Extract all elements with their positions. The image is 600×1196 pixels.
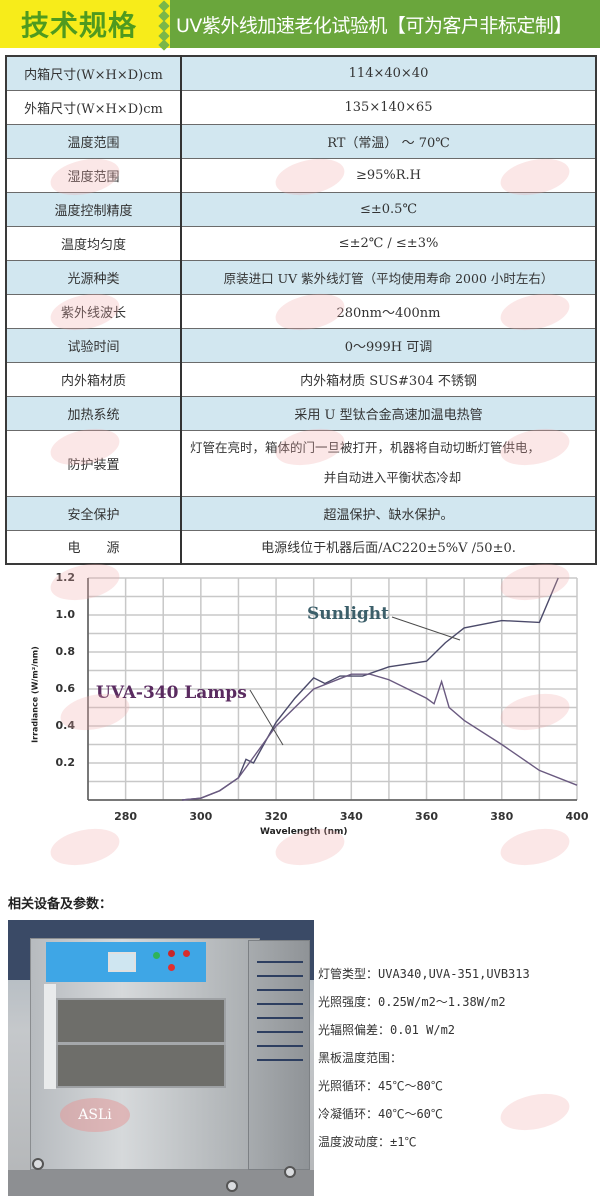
table-row: 外箱尺寸(W×H×D)cm 135×140×65 (5, 89, 597, 125)
table-row: 光源种类 原装进口 UV 紫外线灯管（平均使用寿命 2000 小时左右） (5, 259, 597, 295)
chamber-door-handle (44, 984, 56, 1089)
y-tick-label: 1.0 (55, 608, 76, 621)
x-tick-label: 380 (490, 810, 514, 823)
table-row: 湿度范围 ≥95%R.H (5, 157, 597, 193)
table-row: 安全保护 超温保护、缺水保护。 (5, 495, 597, 531)
x-tick-label: 280 (114, 810, 138, 823)
photo-floor (8, 1170, 314, 1196)
y-tick-label: 1.2 (55, 571, 76, 584)
banner-title-left: 技术规格 (0, 0, 158, 48)
red-button-icon (183, 950, 190, 957)
spec-value: 采用 U 型钛合金高速加温电热管 (180, 395, 597, 431)
header-banner: 技术规格 UV紫外线加速老化试验机【可为客户非标定制】 (0, 0, 600, 51)
chart-grid (87, 577, 578, 801)
spec-value: 电源线位于机器后面/AC220±5%V /50±0. (180, 529, 597, 565)
related-params: 灯管类型：UVA340,UVA-351,UVB313 光照强度：0.25W/m2… (318, 960, 530, 1156)
y-tick-label: 0.2 (55, 756, 76, 769)
x-tick-label: 340 (339, 810, 363, 823)
spec-key: 电 源 (5, 529, 182, 565)
spec-key: 外箱尺寸(W×H×D)cm (5, 89, 182, 125)
table-row: 温度范围 RT（常温） ～ 70℃ (5, 123, 597, 159)
spec-value-line2: 并自动进入平衡状态冷却 (323, 470, 462, 485)
table-row: 温度均匀度 ≤±2℃ / ≤±3% (5, 225, 597, 261)
legend-leader-lines (249, 616, 461, 746)
spec-key: 内外箱材质 (5, 361, 182, 397)
wheel-icon (284, 1166, 296, 1178)
spec-value: 原装进口 UV 紫外线灯管（平均使用寿命 2000 小时左右） (180, 259, 597, 295)
x-tick-label: 400 (565, 810, 589, 823)
machine-logo: ASLi (60, 1098, 130, 1132)
banner-title-right: UV紫外线加速老化试验机【可为客户非标定制】 (170, 0, 600, 48)
spec-key: 湿度范围 (5, 157, 182, 193)
table-row: 防护装置 灯管在亮时，箱体的门一旦被打开，机器将自动切断灯管供电， 并自动进入平… (5, 429, 597, 497)
param-irradiance-deviation: 光辐照偏差：0.01 W/m2 (318, 1023, 456, 1037)
spec-value: 灯管在亮时，箱体的门一旦被打开，机器将自动切断灯管供电， 并自动进入平衡状态冷却 (180, 429, 597, 497)
spec-key: 紫外线波长 (5, 293, 182, 329)
table-row: 电 源电源线位于机器后面/AC220±5%V /50±0. (5, 529, 597, 565)
spec-key: 温度均匀度 (5, 225, 182, 261)
table-row: 内箱尺寸(W×H×D)cm 114×40×40 (5, 55, 597, 91)
banner-diamond-separator (158, 0, 170, 51)
table-row: 紫外线波长 280nm～400nm (5, 293, 597, 329)
y-tick-label: 0.4 (55, 719, 76, 732)
spec-value: RT（常温） ～ 70℃ (180, 123, 597, 159)
irradiance-chart (87, 577, 578, 801)
chamber-side-vent (248, 940, 310, 1170)
param-irradiance: 光照强度：0.25W/m2～1.38W/m2 (318, 995, 506, 1009)
legend-uva340: UVA-340 Lamps (96, 683, 247, 703)
spec-value: ≤±2℃ / ≤±3% (180, 225, 597, 261)
x-tick-label: 360 (415, 810, 439, 823)
x-tick-label: 320 (264, 810, 288, 823)
table-row: 加热系统 采用 U 型钛合金高速加温电热管 (5, 395, 597, 431)
param-condensation-cycle: 冷凝循环：40℃～60℃ (318, 1107, 443, 1121)
table-row: 试验时间 0～999H 可调 (5, 327, 597, 363)
red-button-icon (168, 964, 175, 971)
param-temperature-fluctuation: 温度波动度：±1℃ (318, 1135, 417, 1149)
chamber-shelf (56, 1042, 226, 1045)
param-lamp-type: 灯管类型：UVA340,UVA-351,UVB313 (318, 967, 530, 981)
y-tick-label: 0.6 (55, 682, 76, 695)
y-tick-label: 0.8 (55, 645, 76, 658)
spec-key: 防护装置 (5, 429, 182, 497)
spec-value: ≤±0.5℃ (180, 191, 597, 227)
spec-value: 0～999H 可调 (180, 327, 597, 363)
spec-value: ≥95%R.H (180, 157, 597, 193)
spec-key: 内箱尺寸(W×H×D)cm (5, 55, 182, 91)
spec-table: 内箱尺寸(W×H×D)cm 114×40×40 外箱尺寸(W×H×D)cm 135×… (5, 55, 597, 565)
table-row: 内外箱材质 内外箱材质 SUS#304 不锈钢 (5, 361, 597, 397)
x-tick-label: 300 (189, 810, 213, 823)
chart-series (181, 577, 578, 801)
spec-key: 加热系统 (5, 395, 182, 431)
legend-sunlight: Sunlight (307, 604, 390, 624)
spec-value: 超温保护、缺水保护。 (180, 495, 597, 531)
wheel-icon (32, 1158, 44, 1170)
spec-value: 内外箱材质 SUS#304 不锈钢 (180, 361, 597, 397)
x-axis-label: Wavelength (nm) (260, 827, 348, 837)
param-blackpanel-range: 黑板温度范围： (318, 1051, 403, 1065)
spec-value: 280nm～400nm (180, 293, 597, 329)
spec-key: 安全保护 (5, 495, 182, 531)
chart-axes (87, 578, 577, 801)
machine-photo: ASLi (8, 920, 314, 1196)
wheel-icon (226, 1180, 238, 1192)
y-axis-label: Irradiance (W/m²/nm) (30, 646, 40, 743)
spec-key: 温度范围 (5, 123, 182, 159)
spec-key: 光源种类 (5, 259, 182, 295)
spec-value: 135×140×65 (180, 89, 597, 125)
param-light-cycle: 光照循环：45℃～80℃ (318, 1079, 443, 1093)
spec-value-line1: 灯管在亮时，箱体的门一旦被打开，机器将自动切断灯管供电， (190, 440, 541, 455)
spec-value: 114×40×40 (180, 55, 597, 91)
control-screen (108, 952, 136, 972)
spec-key: 试验时间 (5, 327, 182, 363)
table-row: 温度控制精度 ≤±0.5℃ (5, 191, 597, 227)
red-button-icon (168, 950, 175, 957)
related-section-title: 相关设备及参数： (8, 897, 113, 912)
spec-key: 温度控制精度 (5, 191, 182, 227)
green-button-icon (153, 952, 160, 959)
